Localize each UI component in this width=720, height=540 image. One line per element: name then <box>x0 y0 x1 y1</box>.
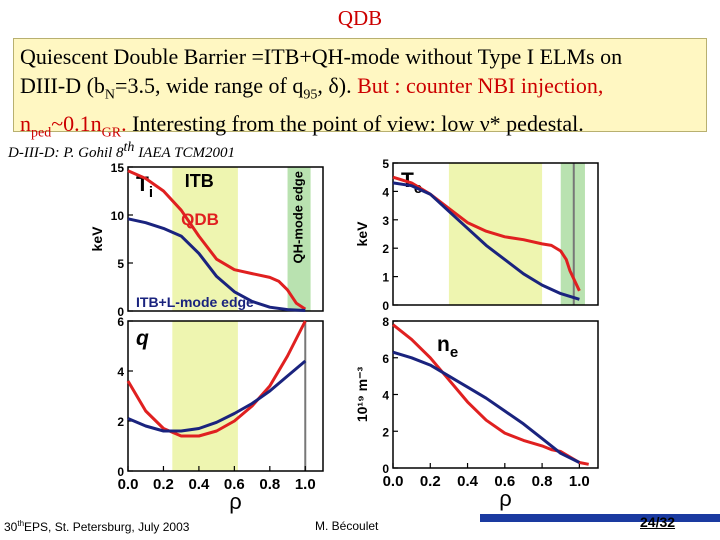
summary-line-1: Quiescent Double Barrier =ITB+QH-mode wi… <box>20 44 623 69</box>
plot-frame <box>127 320 324 472</box>
plot-frame <box>392 162 599 306</box>
x-tick-label: 0.6 <box>224 476 245 493</box>
y-tick-label: 5 <box>382 157 389 171</box>
y-tick-label: 4 <box>117 365 124 379</box>
x-tick-label: 0.0 <box>118 476 139 493</box>
x-tick-label: 0.8 <box>259 476 280 493</box>
x-tick-label: 1.0 <box>569 473 590 490</box>
y-tick-label: 6 <box>382 352 389 366</box>
x-axis-label: ρ <box>229 489 242 514</box>
qh-mode-edge-label: QH-mode edge <box>291 171 306 263</box>
plot-frame <box>127 166 324 312</box>
y-axis-label: keV <box>89 226 105 252</box>
lmode-profile-line <box>392 350 581 464</box>
y-tick-label: 0 <box>117 465 124 479</box>
x-tick-label: 0.8 <box>532 473 553 490</box>
x-tick-label: 0.6 <box>494 473 515 490</box>
x-tick-label: 0.2 <box>153 476 174 493</box>
itb-lmode-edge-label: ITB+L-mode edge <box>136 294 254 310</box>
page-number: 24/32 <box>640 514 676 530</box>
y-tick-label: 4 <box>382 389 389 403</box>
lmode-profile-line <box>127 359 307 433</box>
edge-region-band <box>287 167 311 311</box>
y-tick-label: 0 <box>117 305 124 319</box>
y-tick-label: 2 <box>382 425 389 439</box>
summary-line-2: DIII-D (bN=3.5, wide range of q95, δ). B… <box>20 73 604 103</box>
lmode-profile-line <box>127 217 306 312</box>
itb-label: ITB <box>185 171 214 191</box>
y-tick-label: 5 <box>117 257 124 271</box>
y-tick-label: 1 <box>382 271 389 285</box>
y-axis-label: 10¹⁹ m⁻³ <box>354 367 370 423</box>
footer-author: M. Bécoulet <box>315 519 379 533</box>
slide-title: QDB <box>337 6 383 30</box>
plot-frame <box>392 320 599 469</box>
y-tick-label: 2 <box>117 415 124 429</box>
y-tick-label: 10 <box>111 209 125 223</box>
panel-label: q <box>136 327 149 350</box>
x-tick-label: 1.0 <box>295 476 316 493</box>
y-tick-label: 8 <box>382 315 389 329</box>
y-tick-label: 0 <box>382 462 389 476</box>
qdb-label: QDB <box>181 210 219 229</box>
qdb-profile-line <box>392 323 589 466</box>
y-tick-label: 4 <box>382 185 389 199</box>
x-axis-label: ρ <box>499 486 512 511</box>
y-tick-label: 0 <box>382 299 389 313</box>
itb-region-band <box>172 321 238 471</box>
y-tick-label: 6 <box>117 315 124 329</box>
x-tick-label: 0.0 <box>383 473 404 490</box>
x-tick-label: 0.2 <box>420 473 441 490</box>
citation: D-III-D: P. Gohil 8th IAEA TCM2001 <box>8 140 235 161</box>
summary-box: Quiescent Double Barrier =ITB+QH-mode wi… <box>13 38 707 141</box>
qdb-profile-line <box>127 169 307 311</box>
panel-label: ne <box>437 333 458 361</box>
lmode-profile-line <box>392 181 580 301</box>
summary-line-3: nped~0.1nGR. Interesting from the point … <box>20 111 584 141</box>
x-tick-label: 0.4 <box>188 476 210 493</box>
footer-bar <box>480 514 720 522</box>
y-tick-label: 3 <box>382 214 389 228</box>
footer-conference: 30thEPS, St. Petersburg, July 2003 <box>4 519 190 534</box>
qdb-profile-line <box>126 320 307 438</box>
x-tick-label: 0.4 <box>457 473 479 490</box>
y-tick-label: 15 <box>111 161 125 175</box>
y-tick-label: 2 <box>382 242 389 256</box>
y-axis-label: keV <box>354 221 370 247</box>
